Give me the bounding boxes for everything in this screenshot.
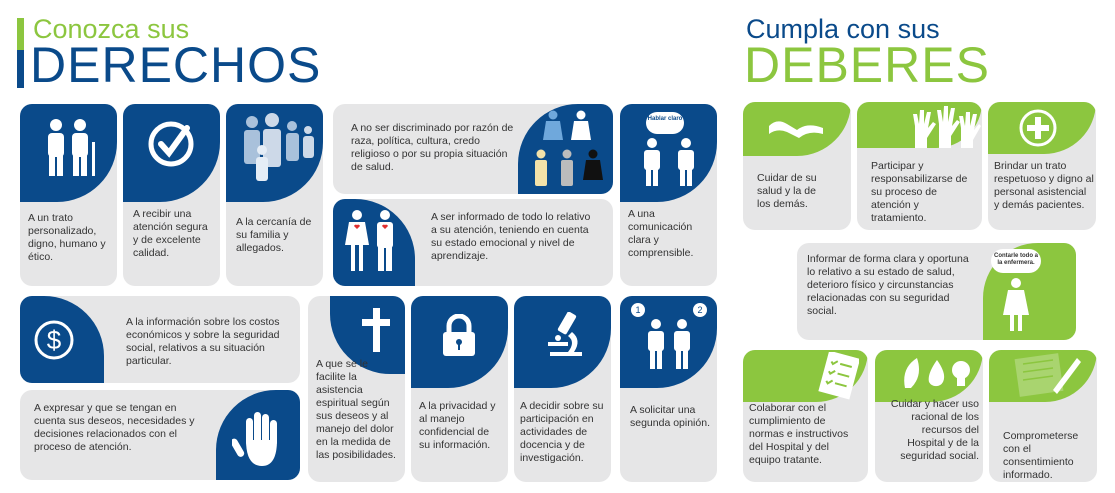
derecho-text-costos: A la información sobre los costos económ… [126, 316, 280, 367]
handshake-icon [767, 114, 825, 144]
derechos-accent-bar-blue [17, 50, 24, 88]
derecho-card-privacidad: A la privacidad y al manejo confidencial… [411, 296, 508, 482]
speech-bubble-enfermera: Contarle todo a la enfermera. [991, 249, 1041, 273]
diverse-people-icon [529, 110, 609, 190]
speech-bubble-text: Hablar claro [647, 116, 683, 122]
svg-text:1: 1 [635, 305, 640, 315]
deber-text-cuidar-recursos: Cuidar y hacer uso racional de los recur… [890, 398, 979, 462]
leaf-drop-bulb-icon [901, 354, 971, 392]
family-icon [238, 112, 318, 188]
deber-card-informar: Informar de forma clara y oportuna lo re… [797, 243, 1076, 340]
derecho-text-privacidad: A la privacidad y al manejo confidencial… [419, 400, 496, 451]
deber-text-colaborar: Colaborar con el cumplimiento de normas … [749, 402, 849, 466]
derecho-text-atencion-segura: A recibir una atención segura y de excel… [133, 208, 208, 259]
derecho-text-asistencia-espiritual: A que se le facilite la asistencia espir… [316, 358, 396, 461]
derecho-text-no-discriminacion: A no ser discriminado por razón de raza,… [351, 122, 514, 173]
speech-bubble-enfermera-text: Contarle todo a la enfermera. [993, 253, 1038, 266]
raised-hands-icon [909, 104, 981, 150]
dollar-coin-icon: $ [32, 318, 76, 362]
derecho-card-comunicacion: Hablar claro A una comunicación clara y … [620, 104, 717, 286]
derechos-title-small: Conozca sus [33, 14, 190, 44]
derecho-text-deseos: A expresar y que se tengan en cuenta sus… [34, 402, 195, 453]
derecho-text-comunicacion: A una comunicación clara y comprensible. [628, 208, 694, 259]
derechos-title-big: DERECHOS [30, 37, 322, 93]
svg-text:$: $ [47, 325, 62, 355]
derecho-text-familia: A la cercanía de su familia y allegados. [236, 216, 312, 254]
derecho-card-atencion-segura: A recibir una atención segura y de excel… [123, 104, 220, 286]
derecho-card-asistencia-espiritual: A que se le facilite la asistencia espir… [308, 296, 405, 482]
derecho-card-informado: A ser informado de todo lo relativo a su… [333, 199, 613, 286]
cross-icon [362, 308, 390, 352]
signing-document-icon [1013, 350, 1083, 400]
derecho-text-trato: A un trato personalizado, digno, humano … [28, 212, 106, 263]
derecho-text-segunda-opinion: A solicitar una segunda opinión. [630, 404, 710, 429]
derecho-card-costos: $ A la información sobre los costos econ… [20, 296, 300, 383]
checkmark-icon [147, 120, 195, 168]
hand-icon [232, 410, 288, 470]
derecho-card-deseos: A expresar y que se tengan en cuenta sus… [20, 390, 300, 480]
deberes-title-big: DEBERES [744, 37, 990, 93]
deber-card-colaborar: Colaborar con el cumplimiento de normas … [743, 350, 868, 482]
derecho-text-investigacion: A decidir sobre su participación en acti… [520, 400, 604, 464]
elderly-people-icon [42, 118, 100, 178]
nurse-icon [1001, 277, 1031, 333]
deber-text-informar: Informar de forma clara y oportuna lo re… [807, 253, 969, 317]
couple-hearts-icon [339, 209, 405, 275]
deber-card-participar: Participar y responsabilizarse de su pro… [857, 102, 982, 230]
plus-circle-icon [1018, 108, 1058, 148]
deber-card-trato-respetuoso: Brindar un trato respetuoso y digno al p… [988, 102, 1096, 230]
derecho-text-informado: A ser informado de todo lo relativo a su… [431, 211, 591, 262]
two-opinions-icon: 1 2 [630, 302, 708, 374]
checklist-icon [815, 352, 859, 400]
derecho-card-no-discriminacion: A no ser discriminado por razón de raza,… [333, 104, 613, 194]
derecho-card-investigacion: A decidir sobre su participación en acti… [514, 296, 611, 482]
deberes-title-small: Cumpla con sus [746, 14, 940, 44]
two-people-talking-icon [640, 138, 700, 188]
deber-text-consentimiento: Comprometerse con el consentimiento info… [1003, 430, 1079, 481]
speech-bubble: Hablar claro [646, 112, 684, 134]
derecho-card-segunda-opinion: 1 2 A solicitar una segunda opinión. [620, 296, 717, 482]
derecho-card-trato: A un trato personalizado, digno, humano … [20, 104, 117, 286]
derecho-card-familia: A la cercanía de su familia y allegados. [226, 104, 323, 286]
deber-card-consentimiento: Comprometerse con el consentimiento info… [989, 350, 1097, 482]
deber-text-cuidar-salud: Cuidar de su salud y la de los demás. [757, 172, 817, 210]
svg-text:2: 2 [697, 305, 702, 315]
deber-card-cuidar-recursos: Cuidar y hacer uso racional de los recur… [875, 350, 983, 482]
deber-text-trato-respetuoso: Brindar un trato respetuoso y digno al p… [994, 160, 1094, 211]
microscope-icon [542, 312, 586, 360]
deber-card-cuidar-salud: Cuidar de su salud y la de los demás. [743, 102, 851, 230]
deber-text-participar: Participar y responsabilizarse de su pro… [871, 160, 968, 224]
padlock-icon [441, 314, 477, 358]
